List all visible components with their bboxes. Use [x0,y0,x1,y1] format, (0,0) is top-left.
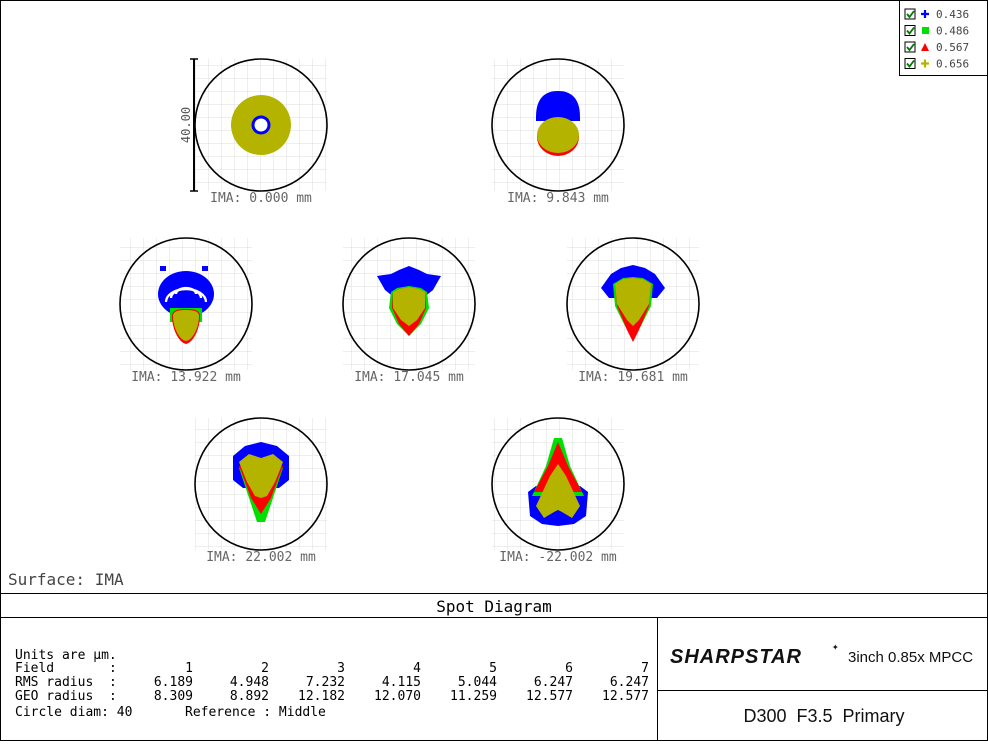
info-cell: 7.232 [306,675,345,690]
info-cell: 11.259 [450,689,497,704]
airy-circle [342,237,476,371]
info-cell: 4.948 [230,675,269,690]
legend-label: 0.436 [936,8,969,21]
legend-item: 0.436 [904,8,969,21]
info-cell: 12.182 [298,689,345,704]
spot-pattern [158,266,214,344]
field-label: IMA: 0.000 mm [210,191,312,206]
rms-colon: : [109,675,117,690]
legend-item: 0.656 [904,58,969,71]
spot-pattern [233,442,289,522]
legend-checkbox[interactable] [904,25,916,36]
airy-circle [119,237,253,371]
scale-bar: 40.00 [179,58,198,192]
product-name: 3inch 0.85x MPCC [848,649,973,666]
airy-circle [491,417,625,551]
spot-panel: IMA: 17.045 mm [342,237,476,385]
info-cell: 8.309 [154,689,193,704]
info-cell: 12.070 [374,689,421,704]
info-cell: 4.115 [382,675,421,690]
info-cell: 2 [261,661,269,676]
field-label: IMA: 13.922 mm [131,370,241,385]
legend-label: 0.486 [936,25,969,38]
circle-diam-text: Circle diam: 40 [15,705,132,720]
spot-panels: IMA: 0.000 mm IMA: 9.843 mm IMA: 13.922 mm… [119,58,700,565]
legend-label: 0.656 [936,58,969,71]
legend-item: 0.486 [904,25,969,38]
info-cell: 3 [337,661,345,676]
info-cell: 7 [641,661,649,676]
spot-panel: IMA: -22.002 mm [491,417,625,565]
info-cell: 6.189 [154,675,193,690]
units-text: Units are µm. [15,648,117,663]
wavelength-legend: 0.436 0.486 0.567 0.656 [899,0,988,76]
legend-marker-icon [921,59,929,68]
legend-checkbox[interactable] [904,41,916,53]
field-label: IMA: 19.681 mm [578,370,688,385]
field-label: IMA: -22.002 mm [499,550,617,565]
info-cell: 6.247 [610,675,649,690]
surface-label: Surface: IMA [8,570,124,589]
legend-checkbox[interactable] [904,8,916,20]
geo-label: GEO radius [15,689,93,704]
geo-colon: : [109,689,117,704]
legend-item: 0.567 [904,41,969,54]
field-label: IMA: 22.002 mm [206,550,316,565]
spot-pattern [377,266,441,336]
scale-bar-label: 40.00 [179,107,193,143]
field-label: Field [15,661,54,676]
info-cell: 4 [413,661,421,676]
info-cell: 6 [565,661,573,676]
field-label: IMA: 17.045 mm [354,370,464,385]
field-colon: : [109,661,117,676]
spot-pattern [231,95,291,155]
info-cell: 12.577 [602,689,649,704]
spot-pattern [536,91,580,156]
spot-panel: IMA: 22.002 mm [194,417,328,565]
info-block: Units are µm. Field RMS radius GEO radiu… [15,648,649,720]
legend-checkbox[interactable] [904,58,916,69]
configuration-label: D300 F3.5 Primary [743,706,904,726]
brand-logo-text: SHARPSTAR [670,646,802,668]
info-cell: 1 [185,661,193,676]
spot-panel: IMA: 9.843 mm [491,58,625,206]
info-cell: 6.247 [534,675,573,690]
reference-text: Reference : Middle [185,705,326,720]
brand-star: ✦ [832,640,839,653]
airy-circle [566,237,700,371]
airy-circle [194,417,328,551]
field-label: IMA: 9.843 mm [507,191,609,206]
spot-panel: IMA: 19.681 mm [566,237,700,385]
info-cell: 5 [489,661,497,676]
spot-panel: IMA: 0.000 mm [194,58,328,206]
spot-panel: IMA: 13.922 mm [119,237,253,385]
diagram-title: Spot Diagram [436,597,552,616]
spot-pattern [528,438,588,526]
info-cell: 8.892 [230,689,269,704]
legend-marker-icon [922,27,929,34]
legend-marker-icon [921,43,929,51]
spot-pattern [601,265,665,342]
legend-marker-icon [921,10,929,18]
rms-label: RMS radius [15,675,93,690]
brand-logo: SHARPSTAR ✦ [670,640,839,668]
legend-label: 0.567 [936,41,969,54]
info-cell: 12.577 [526,689,573,704]
info-cell: 5.044 [458,675,497,690]
airy-circle [491,58,625,192]
